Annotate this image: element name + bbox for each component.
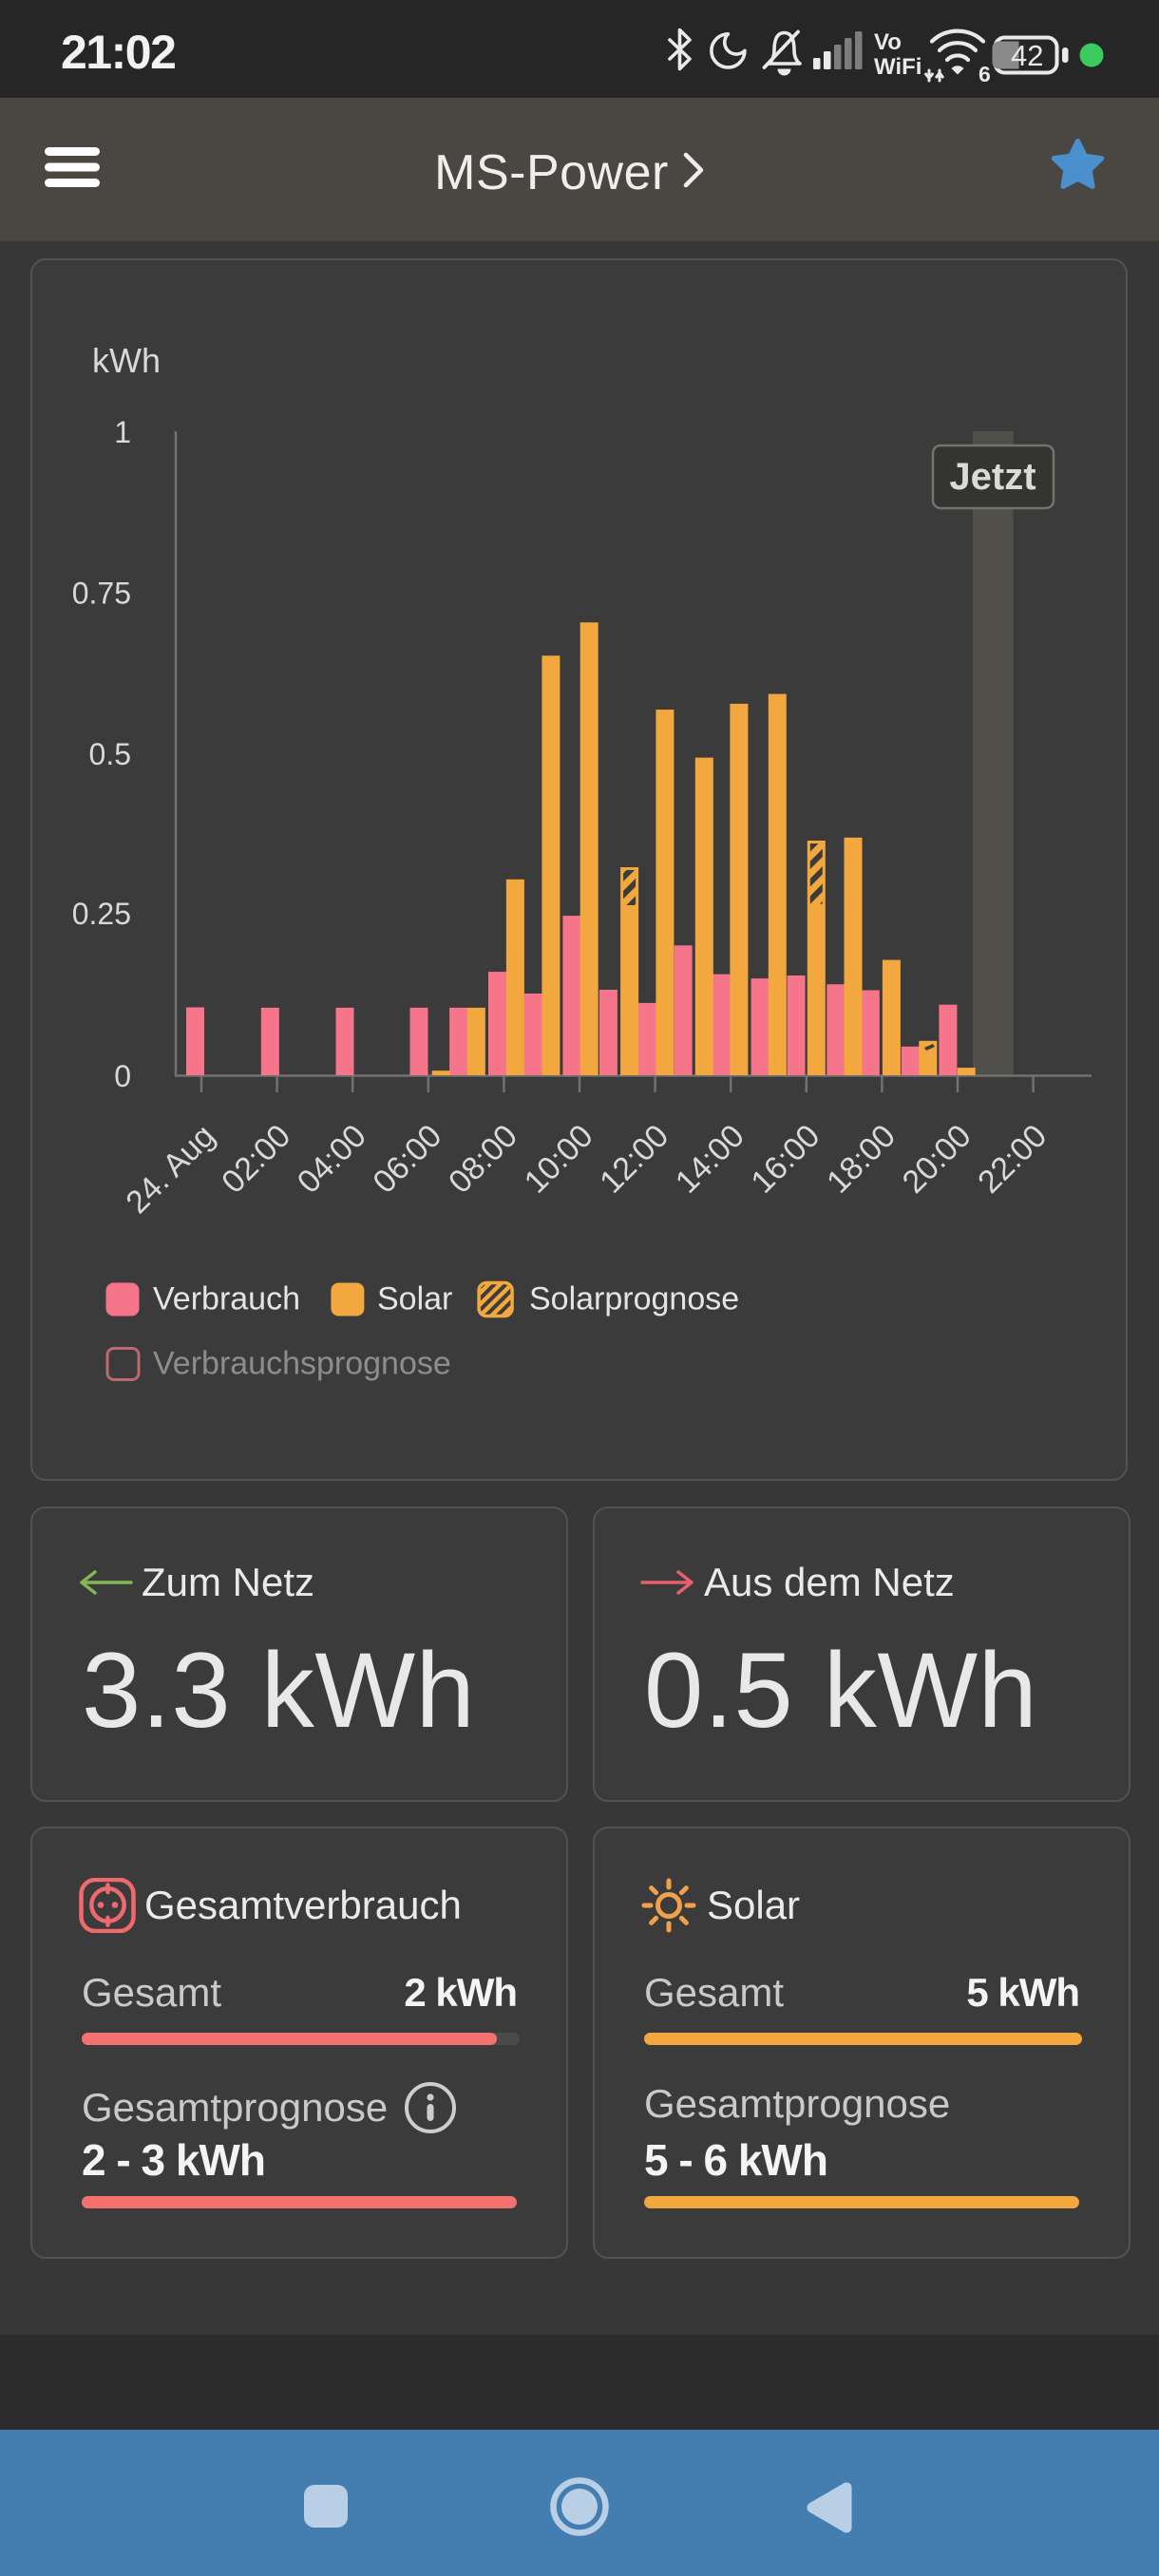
svg-text:WiFi: WiFi [874,54,922,80]
svg-text:Solar: Solar [377,1281,452,1317]
svg-text:0.5: 0.5 [89,737,131,771]
svg-text:24. Aug: 24. Aug [119,1118,221,1221]
svg-text:02:00: 02:00 [215,1118,297,1201]
svg-text:16:00: 16:00 [744,1118,826,1201]
svg-text:18:00: 18:00 [820,1118,902,1201]
svg-text:42: 42 [1011,39,1043,72]
svg-text:Vo: Vo [874,29,902,55]
svg-text:08:00: 08:00 [442,1118,524,1201]
svg-text:14:00: 14:00 [669,1118,751,1201]
svg-text:kWh: kWh [92,341,161,380]
svg-text:12:00: 12:00 [593,1118,675,1201]
svg-text:Verbrauch: Verbrauch [153,1281,300,1317]
svg-text:Solarprognose: Solarprognose [529,1281,739,1317]
svg-text:20:00: 20:00 [896,1118,978,1201]
svg-text:22:00: 22:00 [971,1118,1054,1201]
svg-text:Jetzt: Jetzt [949,456,1036,498]
svg-text:0: 0 [114,1059,131,1093]
svg-text:10:00: 10:00 [518,1118,600,1201]
svg-text:6: 6 [978,62,991,86]
svg-text:0.25: 0.25 [72,897,131,931]
svg-text:Verbrauchsprognose: Verbrauchsprognose [153,1346,451,1382]
svg-text:04:00: 04:00 [291,1118,373,1201]
svg-text:06:00: 06:00 [366,1118,448,1201]
svg-text:0.75: 0.75 [72,577,131,611]
svg-text:1: 1 [114,415,131,449]
